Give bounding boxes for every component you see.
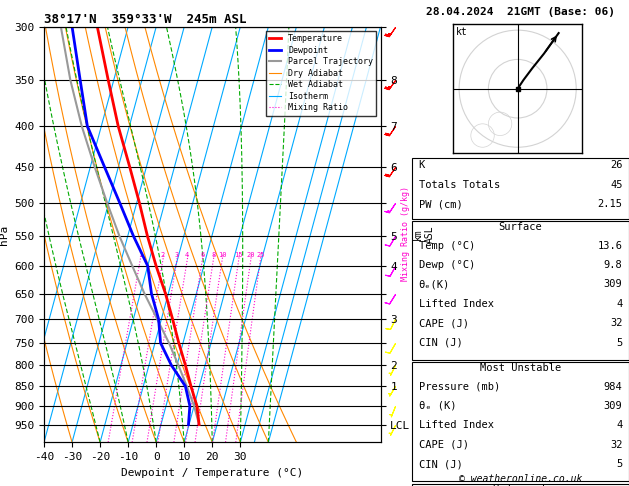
Text: 2: 2 (161, 252, 165, 258)
Text: 38°17'N  359°33'W  245m ASL: 38°17'N 359°33'W 245m ASL (44, 13, 247, 26)
Text: Totals Totals: Totals Totals (418, 180, 500, 190)
Text: 3: 3 (175, 252, 179, 258)
Text: Dewp (°C): Dewp (°C) (418, 260, 475, 270)
Text: Most Unstable: Most Unstable (480, 363, 561, 373)
Text: © weatheronline.co.uk: © weatheronline.co.uk (459, 473, 582, 484)
Legend: Temperature, Dewpoint, Parcel Trajectory, Dry Adiabat, Wet Adiabat, Isotherm, Mi: Temperature, Dewpoint, Parcel Trajectory… (265, 31, 376, 116)
Text: CAPE (J): CAPE (J) (418, 440, 469, 450)
Text: Mixing Ratio (g/kg): Mixing Ratio (g/kg) (401, 186, 410, 281)
Text: 25: 25 (256, 252, 265, 258)
Text: 1: 1 (138, 252, 142, 258)
Text: Surface: Surface (499, 222, 542, 232)
Text: θₑ (K): θₑ (K) (418, 401, 456, 411)
Text: 8: 8 (211, 252, 216, 258)
Text: 6: 6 (200, 252, 204, 258)
Text: Lifted Index: Lifted Index (418, 420, 494, 431)
Text: K: K (418, 160, 425, 171)
Text: Lifted Index: Lifted Index (418, 299, 494, 309)
Text: PW (cm): PW (cm) (418, 199, 462, 209)
X-axis label: Dewpoint / Temperature (°C): Dewpoint / Temperature (°C) (121, 468, 303, 478)
Bar (412, 362, 629, 481)
Text: 4: 4 (185, 252, 189, 258)
Bar (412, 221, 629, 360)
Text: 984: 984 (604, 382, 623, 392)
Text: 45: 45 (610, 180, 623, 190)
Text: θₑ(K): θₑ(K) (418, 279, 450, 290)
Text: 13.6: 13.6 (598, 241, 623, 251)
Text: CAPE (J): CAPE (J) (418, 318, 469, 329)
Text: 5: 5 (616, 338, 623, 348)
Text: Pressure (mb): Pressure (mb) (418, 382, 500, 392)
Text: 28.04.2024  21GMT (Base: 06): 28.04.2024 21GMT (Base: 06) (426, 7, 615, 17)
Y-axis label: km
ASL: km ASL (413, 226, 435, 243)
Text: 26: 26 (610, 160, 623, 171)
Text: 32: 32 (610, 440, 623, 450)
Text: CIN (J): CIN (J) (418, 338, 462, 348)
Text: Temp (°C): Temp (°C) (418, 241, 475, 251)
Text: 309: 309 (604, 401, 623, 411)
Text: Hodograph: Hodograph (493, 485, 548, 486)
Text: kt: kt (456, 27, 468, 37)
Bar (412, 158, 629, 219)
Text: 309: 309 (604, 279, 623, 290)
Text: 10: 10 (218, 252, 226, 258)
Text: 9.8: 9.8 (604, 260, 623, 270)
Y-axis label: hPa: hPa (0, 225, 9, 244)
Text: CIN (J): CIN (J) (418, 459, 462, 469)
Text: 20: 20 (247, 252, 255, 258)
Text: 4: 4 (616, 420, 623, 431)
Text: 2.15: 2.15 (598, 199, 623, 209)
Text: 4: 4 (616, 299, 623, 309)
Text: 5: 5 (616, 459, 623, 469)
Text: 15: 15 (235, 252, 243, 258)
Bar (412, 484, 629, 486)
Text: 32: 32 (610, 318, 623, 329)
